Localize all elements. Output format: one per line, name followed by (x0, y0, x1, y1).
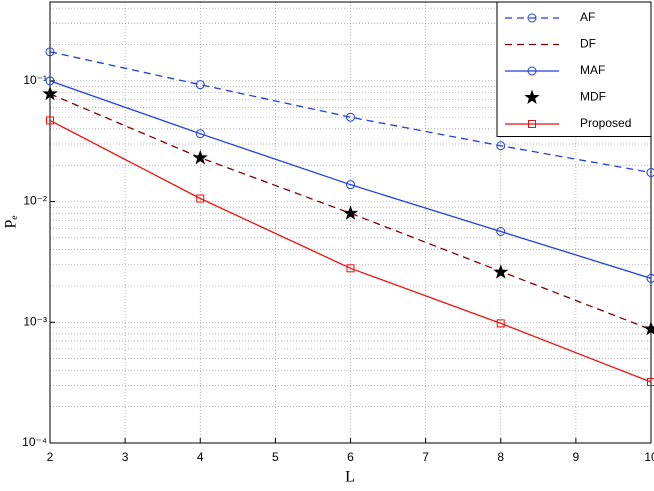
marker (527, 66, 537, 76)
marker (646, 273, 654, 283)
y-tick-label: 10⁻² (23, 194, 47, 208)
marker (496, 227, 506, 237)
legend-label: MDF (580, 90, 606, 104)
marker (646, 168, 654, 178)
y-tick-label: 10⁻³ (23, 314, 47, 328)
x-tick-label: 6 (347, 450, 354, 464)
x-tick-label: 2 (47, 450, 54, 464)
y-axis-label: Pₑ (3, 216, 20, 229)
x-tick-label: 7 (422, 450, 429, 464)
series-line (49, 51, 652, 174)
y-tick-label: 10⁻¹ (23, 73, 47, 87)
x-tick-label: 8 (497, 450, 504, 464)
marker (493, 264, 509, 279)
marker (496, 319, 505, 328)
legend-label: MAF (580, 63, 605, 77)
marker (647, 378, 654, 387)
legend-label: Proposed (580, 116, 631, 130)
marker (46, 116, 54, 125)
y-tick-label: 10⁻⁴ (22, 435, 47, 449)
marker (195, 129, 205, 139)
x-tick-label: 3 (122, 450, 129, 464)
legend-box (496, 1, 652, 137)
series-line (49, 80, 652, 280)
marker (346, 180, 355, 190)
marker (346, 112, 355, 122)
marker (196, 194, 205, 203)
marker (342, 205, 359, 220)
marker (195, 80, 205, 90)
marker (45, 76, 55, 86)
plot-frame (49, 1, 652, 444)
legend-label: AF (580, 10, 595, 24)
marker (643, 320, 654, 336)
x-tick-label: 5 (272, 450, 279, 464)
series-line (49, 93, 652, 331)
marker (45, 47, 55, 57)
x-axis-label: L (345, 469, 355, 486)
marker (346, 264, 355, 273)
marker (528, 120, 536, 128)
x-tick-label: 4 (197, 450, 204, 464)
x-tick-label: 10 (644, 450, 654, 464)
marker (524, 89, 540, 105)
marker (42, 85, 58, 101)
x-tick-label: 9 (573, 450, 580, 464)
marker (192, 149, 208, 165)
marker (496, 141, 506, 151)
legend-label: DF (580, 37, 596, 51)
series-line (49, 119, 652, 383)
marker (527, 13, 537, 23)
